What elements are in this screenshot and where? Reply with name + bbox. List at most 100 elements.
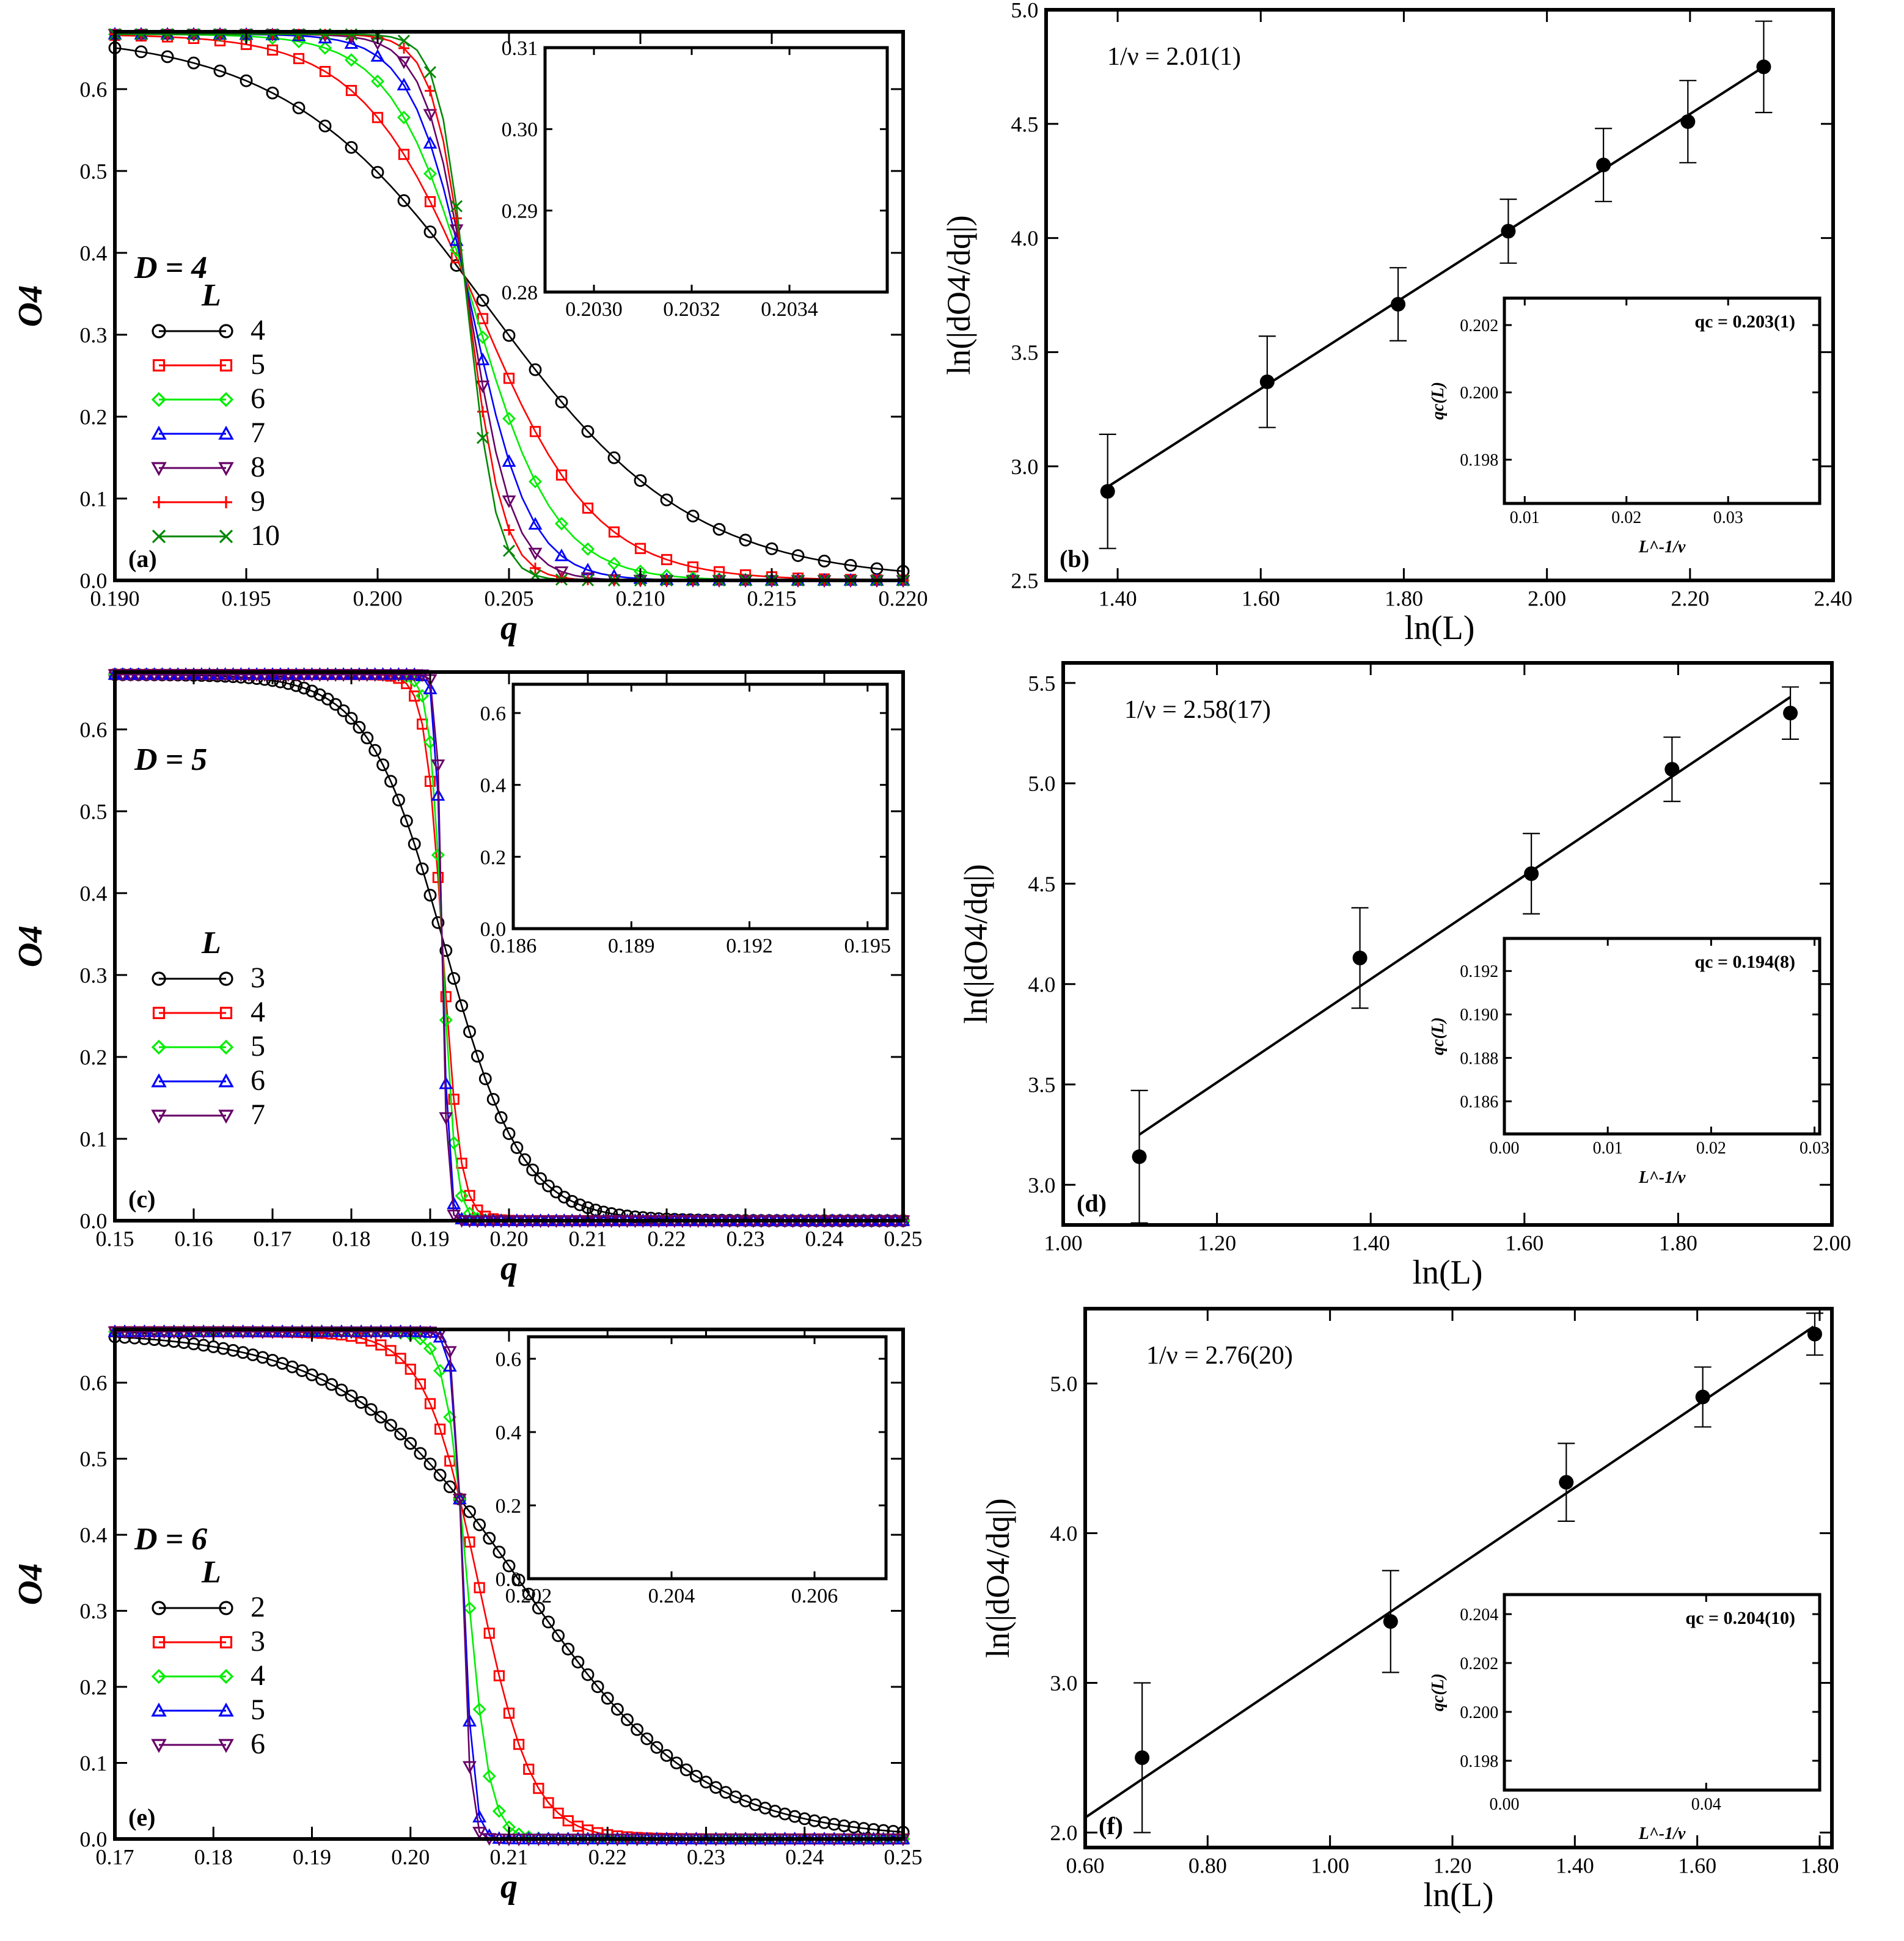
data-point [494,1111,508,1124]
x-tick-label: 0.25 [884,1226,923,1251]
data-point [482,1769,496,1783]
data-point [601,1692,614,1705]
data-point [128,1331,141,1345]
data-point [634,474,647,487]
data-point [384,669,398,682]
data-point [368,744,382,757]
data-point [131,669,146,682]
x-tick-label: 0.60 [1066,1853,1105,1877]
x-tick-label: 0.21 [490,1844,529,1869]
data-point [266,44,279,56]
legend-marker [218,1739,234,1753]
data-point [503,524,514,536]
inset-x-axis-label: L^-1/ν [1638,538,1686,557]
data-point [353,720,366,734]
data-point [439,1013,453,1027]
y-tick-label: 0.190 [1460,1006,1498,1025]
legend-marker [219,1601,233,1615]
legend-marker [151,425,167,440]
data-point [502,454,516,467]
inset: 0.00 0.04 0.198 0.200 0.202 0.204 L^-1/ν qc(L) q… [1429,1593,1822,1843]
x-tick-label: 1.20 [1433,1853,1471,1877]
plot-frame [1083,1307,1834,1849]
data-point [315,1326,329,1339]
y-tick-label: 3.0 [1011,455,1038,479]
data-point [197,1339,210,1352]
data-point [395,1353,406,1364]
panel-a: 0.190 0.195 0.200 0.205 0.210 0.215 0.2200.00.… [12,27,928,647]
data-point [178,669,193,682]
data-point [530,562,541,574]
data-point [281,669,296,682]
x-tick-label: 0.220 [879,586,928,610]
data-point [442,1359,457,1372]
dimension-annotation: D = 6 [134,1522,207,1557]
data-point [475,330,490,344]
data-point [407,669,422,682]
data-point [368,669,383,682]
inset-x-axis-label: L^-1/ν [1638,1168,1686,1187]
data-point [472,1827,487,1840]
y-tick-label: 0.1 [79,1751,107,1775]
x-tick-label: 2.20 [1671,586,1709,610]
data-point [186,1326,201,1339]
x-tick-label: 0.01 [1510,508,1540,527]
data-point [424,1398,436,1409]
legend-marker [151,1039,167,1055]
data-point [640,1732,654,1745]
data-point [423,109,438,122]
x-tick-label: 0.21 [569,1226,607,1251]
data-point [631,1723,644,1736]
data-point [473,1518,486,1532]
y-tick-label: 0.1 [79,1127,107,1152]
y-tick-label: 0.192 [1460,962,1498,981]
data-point [295,1326,309,1339]
data-point [384,1419,397,1432]
y-tick-label: 0.2 [480,846,507,869]
data-point [455,999,469,1012]
data-point [1135,1750,1150,1765]
data-point [423,225,437,238]
x-axis-label: ln(L) [1423,1876,1493,1914]
data-point [478,1072,492,1086]
data-point [451,213,462,224]
data-point [273,669,288,682]
x-tick-label: 0.19 [293,1844,331,1869]
x-tick-label: 0.2032 [663,298,720,321]
data-point [591,1680,604,1694]
data-point [1807,1326,1822,1342]
data-point [502,329,516,342]
x-axis-label: ln(L) [1412,1254,1482,1292]
data-point [471,1050,484,1063]
legend-label: 5 [251,1030,265,1062]
data-point [1100,484,1115,499]
data-point [325,1378,339,1391]
data-point [450,200,463,213]
data-point [403,1326,418,1339]
legend-marker [220,496,232,508]
data-point [414,1447,427,1460]
x-tick-label: 0.215 [747,586,797,610]
data-point [528,517,543,530]
data-point [336,669,351,682]
x-tick-label: 0.25 [884,1844,923,1869]
x-tick-label: 1.80 [1659,1230,1697,1255]
y-tick-label: 0.0 [480,918,507,941]
legend-label: 5 [251,1694,265,1726]
x-axis-label: q [500,609,518,647]
data-point [581,425,595,438]
x-axis-label: q [500,1868,518,1906]
data-point [320,669,335,682]
panel-f: 0.60 0.80 1.00 1.20 1.40 1.60 1.80 2.0 3.0 4.0 5.0… [979,1307,1839,1914]
data-point [837,1819,851,1832]
y-tick-label: 0.186 [1460,1092,1498,1111]
x-tick-label: 0.00 [1490,1139,1520,1158]
legend-marker [152,529,166,544]
data-point [554,548,569,561]
data-point [392,794,405,806]
data-point [493,1670,505,1681]
data-point [661,554,673,566]
x-tick-label: 1.80 [1800,1853,1839,1877]
data-point [405,1364,416,1375]
